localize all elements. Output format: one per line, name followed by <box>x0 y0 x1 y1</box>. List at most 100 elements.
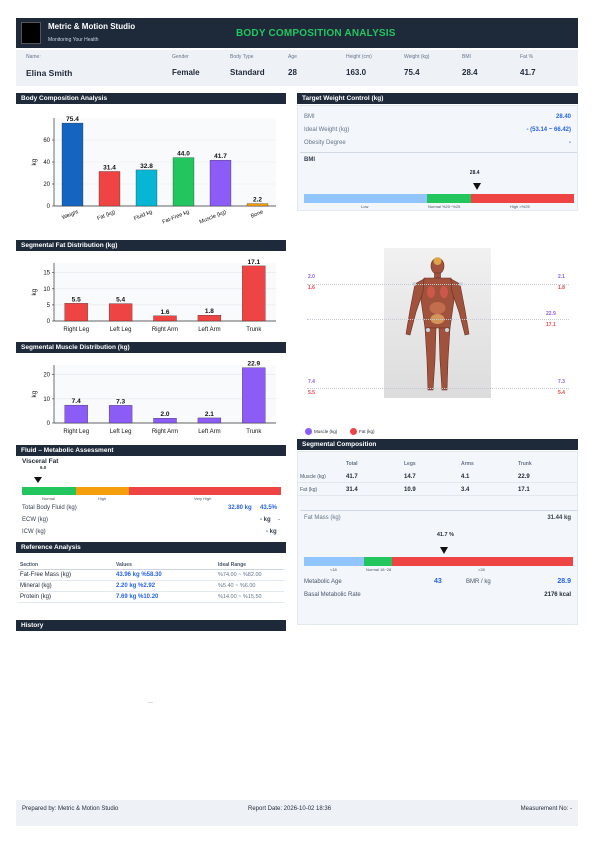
report-title: BODY COMPOSITION ANALYSIS <box>236 28 396 39</box>
seg-header-total: Total <box>346 461 358 467</box>
fat-label-normal: Normal 18~28 <box>366 567 392 572</box>
ref-section: Fat-Free Mass (kg) <box>20 572 72 578</box>
x-tick-label: Muscle (kg) <box>199 209 228 225</box>
bmi-gauge-high <box>471 194 574 203</box>
right-arm-muscle: 2.1 <box>558 274 565 280</box>
report-footer: Prepared by: Metric & Motion Studio Repo… <box>16 800 578 826</box>
x-tick-label: Left Leg <box>110 327 132 333</box>
x-tick-label: Fluid kg <box>133 209 153 222</box>
ref-value: 7.69 kg %10.20 <box>116 594 159 600</box>
muscle-bar <box>108 405 133 424</box>
left-arm-muscle: 2.0 <box>308 274 315 280</box>
y-tick-label: 20 <box>43 373 50 379</box>
data-label: 5.5 <box>72 296 81 303</box>
tbf-pct: 43.5% <box>260 505 278 511</box>
gauge-label-very-high: Very High <box>194 496 212 501</box>
x-tick-label: Trunk <box>246 327 262 333</box>
y-tick-label: 0 <box>47 319 51 325</box>
fat-bar <box>197 315 222 322</box>
composition-bar <box>61 122 84 207</box>
info-bmi: BMI 28.4 <box>462 54 478 77</box>
fat-pct-gauge <box>304 557 573 566</box>
x-tick-label: Left Leg <box>110 429 132 435</box>
divider <box>300 510 577 511</box>
bmr-label: BMR / kg <box>466 579 491 585</box>
x-tick-label: Right Arm <box>152 327 178 333</box>
section-segmental-muscle: Segmental Muscle Distribution (kg) <box>16 342 286 353</box>
guide-line <box>307 319 569 320</box>
ref-range: %14.00 ~ %15.50 <box>218 594 262 600</box>
x-tick-label: Trunk <box>246 429 262 435</box>
bmi-label-high: High >%25 <box>510 204 530 209</box>
composition-bar <box>172 157 195 207</box>
ecw-label: ECW (kg) <box>22 517 48 523</box>
bmr-value: 28.9 <box>557 578 571 585</box>
studio-logo <box>21 22 41 44</box>
section-segmental-fat: Segmental Fat Distribution (kg) <box>16 240 286 251</box>
muscle-bar <box>153 418 177 424</box>
seg-header-arms: Arms <box>461 461 474 467</box>
right-leg-fat: 5.4 <box>558 390 565 396</box>
bmi-label-low: Low <box>361 204 369 209</box>
section-fluid: Fluid – Metabolic Assessment <box>16 445 286 456</box>
segmental-muscle-chart: 0 10 20 kg 7.4 Right Leg 7.3 Left Leg 2.0 Right A… <box>31 361 276 435</box>
footer-prepared: Prepared by: Metric & Motion Studio <box>22 806 119 812</box>
composition-bar <box>209 159 232 207</box>
target-bmi-value: 28.40 <box>555 114 571 120</box>
fat-bar <box>153 315 177 322</box>
table-row: Protein (kg) 7.69 kg %10.20 %14.00 ~ %15… <box>18 592 284 603</box>
ref-section: Protein (kg) <box>20 594 52 600</box>
icw-label: ICW (kg) <box>22 529 46 535</box>
tbf-value: 32.80 kg <box>228 505 252 511</box>
gauge-label-high: High <box>98 496 107 501</box>
fat-gauge-high <box>392 557 573 566</box>
segmental-composition-panel: Total Legs Arms Trunk Muscle (kg) 41.7 1… <box>297 451 578 625</box>
tbf-label: Total Body Fluid (kg) <box>22 505 77 511</box>
human-anatomy-icon <box>384 248 491 398</box>
obesity-label: Obesity Degree <box>304 140 346 146</box>
seg-header-row: Total Legs Arms Trunk <box>298 458 577 468</box>
section-segmental-composition: Segmental Composition <box>297 439 578 450</box>
report-header: Metric & Motion Studio Monitoring Your H… <box>16 18 578 48</box>
fat-legend-label: Fat (kg) <box>359 429 375 434</box>
info-weight: Weight (kg) 75.4 <box>404 54 430 77</box>
studio-name: Metric & Motion Studio <box>48 22 136 31</box>
x-tick-label: Fat-Free kg <box>162 209 191 225</box>
muscle-legend-icon <box>305 428 312 435</box>
bmi-gauge-title: BMI <box>304 157 315 163</box>
segmental-fat-chart: 0 5 10 15 kg 5.5 Right Leg 5.4 Left Leg 1.6 Right … <box>31 259 276 333</box>
data-label: 31.4 <box>103 164 116 171</box>
ref-range: %5.40 ~ %6.00 <box>218 583 256 589</box>
gauge-normal <box>22 487 76 495</box>
right-arm-fat: 1.8 <box>558 285 565 291</box>
left-leg-muscle: 7.4 <box>308 379 315 385</box>
data-label: 75.4 <box>66 116 79 123</box>
y-tick-label: 40 <box>43 160 50 166</box>
body-figure <box>384 248 491 398</box>
guide-line <box>307 388 569 389</box>
muscle-bar <box>197 417 222 424</box>
info-gender: Gender Female <box>172 54 200 77</box>
info-fat: Fat % 41.7 <box>520 54 536 77</box>
seg-trunk: 22.9 <box>518 474 530 480</box>
trunk-fat: 17.1 <box>546 322 556 328</box>
info-body-type: Body Type Standard <box>230 54 265 77</box>
info-height: Height (cm) 163.0 <box>346 54 372 77</box>
x-tick-label: Weight <box>61 209 79 221</box>
visceral-gauge <box>22 487 281 495</box>
y-tick-label: 60 <box>43 138 50 144</box>
bmi-gauge-value: 28.4 <box>469 170 480 176</box>
seg-legs: 10.9 <box>404 487 416 493</box>
seg-trunk: 17.1 <box>518 487 530 493</box>
muscle-bar <box>242 367 266 424</box>
x-tick-label: Right Arm <box>152 429 178 435</box>
muscle-legend-label: Muscle (kg) <box>314 429 338 434</box>
fat-bar <box>64 303 88 322</box>
seg-row-label: Fat (kg) <box>300 487 318 493</box>
target-weight-panel: BMI 28.40 Ideal Weight (kg) - (53.14 ~ 6… <box>297 105 578 211</box>
y-tick-label: 15 <box>43 271 50 277</box>
fat-bar <box>242 265 266 322</box>
seg-arms: 3.4 <box>461 487 470 493</box>
ref-value: 43.96 kg %58.30 <box>116 572 162 578</box>
seg-total: 31.4 <box>346 487 358 493</box>
